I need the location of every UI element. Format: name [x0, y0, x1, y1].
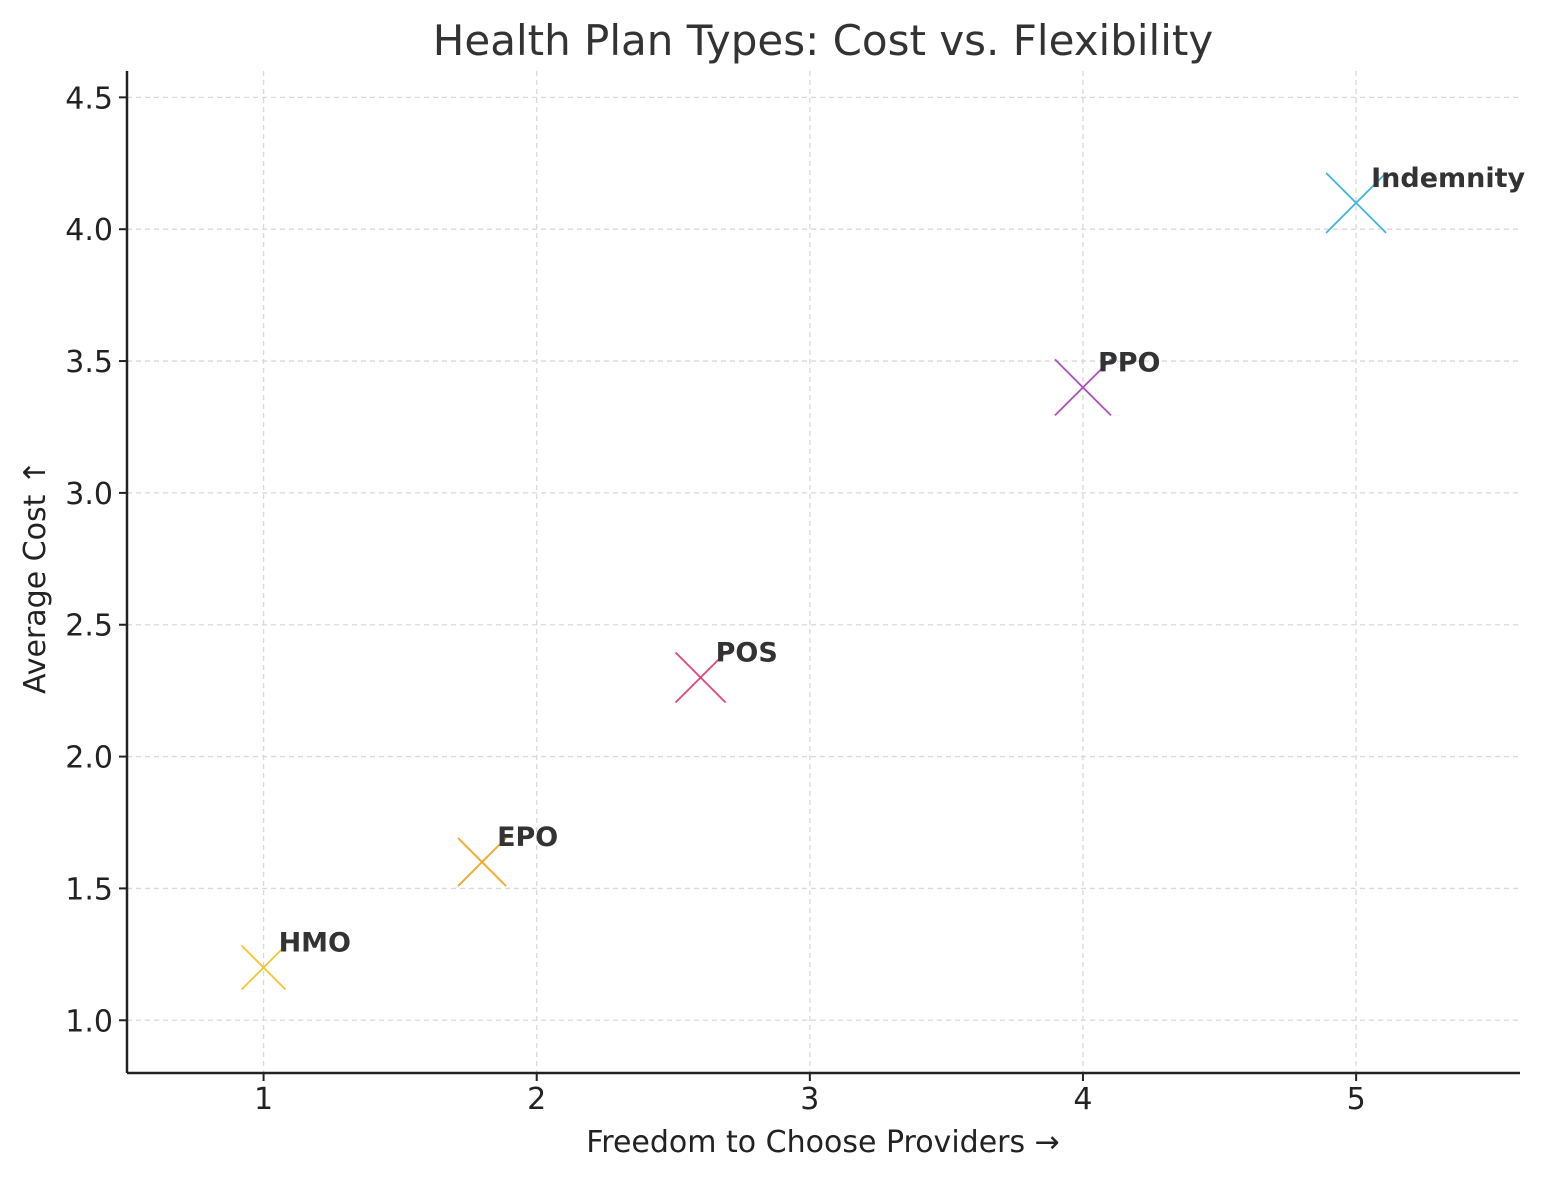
x-tick-label: 2	[527, 1082, 546, 1117]
y-tick-label: 2.5	[65, 609, 113, 644]
y-axis-label: Average Cost ↑	[18, 460, 53, 694]
x-axis-label: Freedom to Choose Providers →	[586, 1125, 1060, 1160]
point-label-pos: POS	[716, 637, 778, 668]
x-tick-label: 5	[1347, 1082, 1366, 1117]
y-tick-label: 1.0	[65, 1004, 113, 1039]
data-point-hmo	[240, 944, 287, 991]
data-point-indemnity	[1325, 172, 1387, 234]
x-tick-label: 1	[254, 1082, 273, 1117]
y-tick-label: 3.5	[65, 345, 113, 380]
data-point-ppo	[1054, 358, 1112, 417]
chart-title: Health Plan Types: Cost vs. Flexibility	[433, 16, 1213, 65]
point-label-ppo: PPO	[1098, 347, 1161, 378]
grid-lines	[127, 71, 1520, 1073]
x-tick-label: 3	[800, 1082, 819, 1117]
y-tick-label: 3.0	[65, 477, 113, 512]
y-tick-label: 2.0	[65, 741, 113, 776]
y-tick-label: 1.5	[65, 872, 113, 907]
ticks: 1 2 3 4 5 1.0 1.5 2.0 2.5 3.0 3.5 4.0 4.5	[65, 81, 1365, 1117]
data-point-epo	[457, 837, 507, 887]
y-tick-label: 4.5	[65, 81, 113, 116]
data-points	[240, 172, 1387, 991]
x-tick-label: 4	[1073, 1082, 1092, 1117]
point-labels: HMO EPO POS PPO Indemnity	[279, 163, 1526, 959]
y-tick-label: 4.0	[65, 213, 113, 248]
point-label-epo: EPO	[497, 822, 558, 853]
data-point-pos	[674, 651, 727, 704]
point-label-indemnity: Indemnity	[1371, 163, 1525, 194]
axes	[125, 71, 1520, 1075]
point-label-hmo: HMO	[279, 928, 351, 959]
